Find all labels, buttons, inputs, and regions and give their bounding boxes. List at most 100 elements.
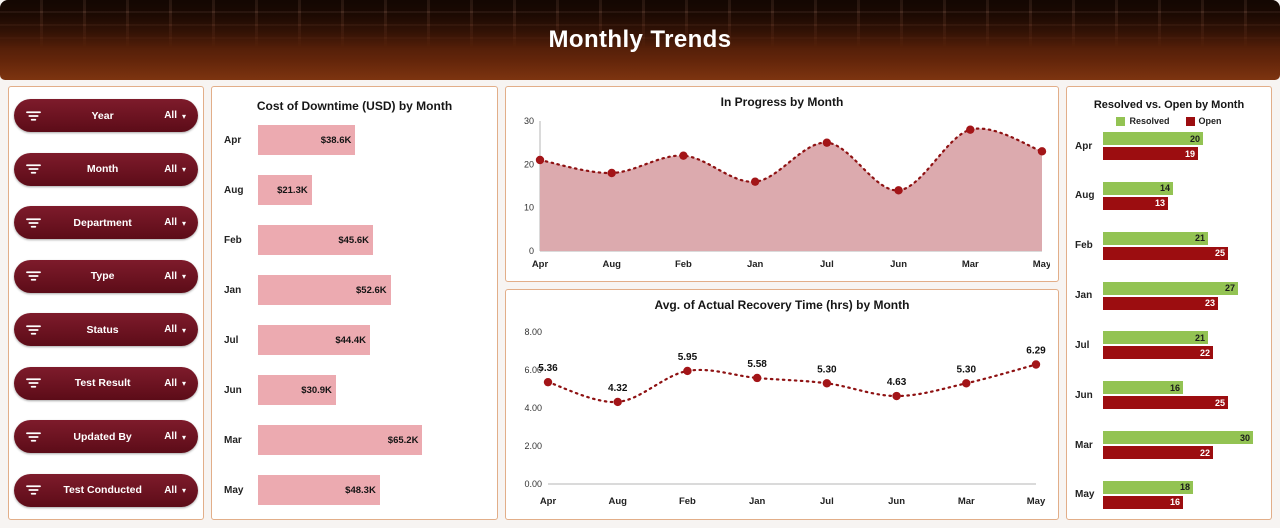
category-label: Mar: [224, 434, 242, 446]
open-bar-may[interactable]: 16: [1103, 495, 1183, 509]
cost-downtime-chart: Apr $38.6K Aug $21.3K Feb $45.6K Jan $52.6K Jul $…: [224, 115, 485, 509]
cost-bar-may[interactable]: $48.3K: [258, 475, 380, 505]
category-label: Apr: [224, 134, 242, 146]
resolved-bar-feb[interactable]: 21: [1103, 231, 1208, 245]
resolved-bar-apr[interactable]: 20: [1103, 132, 1203, 145]
chevron-down-icon: ▾: [181, 486, 186, 496]
cost-bar-apr[interactable]: $38.6K: [258, 125, 356, 155]
cost-bar-jul[interactable]: $44.4K: [258, 325, 370, 355]
data-point-jan[interactable]: [752, 373, 762, 383]
legend-item-resolved[interactable]: Resolved: [1116, 116, 1170, 126]
filter-pill-year[interactable]: Year All ▾: [14, 99, 198, 132]
group-row-jul: Jul 21 22: [1075, 331, 1263, 360]
cost-bar-mar[interactable]: $65.2K: [258, 425, 423, 455]
data-point-feb[interactable]: [679, 151, 688, 160]
open-bar-aug[interactable]: 13: [1103, 196, 1168, 210]
filter-pill-department[interactable]: Department All ▾: [14, 206, 198, 240]
data-point-jul[interactable]: [822, 379, 832, 388]
bar-value-label: 22: [1199, 347, 1210, 358]
filter-selected-value: All: [164, 484, 177, 496]
cost-bar-feb[interactable]: $45.6K: [258, 225, 373, 255]
data-point-jan[interactable]: [750, 177, 760, 186]
bar-value-label: 25: [1214, 397, 1225, 408]
x-tick-label: Aug: [602, 259, 621, 270]
data-point-label: 5.58: [747, 359, 767, 370]
y-tick-label: 6.00: [524, 365, 542, 375]
y-tick-label: 10: [524, 203, 534, 213]
trend-line: [546, 363, 1038, 404]
filter-pill-updated-by[interactable]: Updated By All ▾: [14, 420, 198, 454]
filter-pill-test-conducted[interactable]: Test Conducted All ▾: [14, 473, 198, 507]
data-point-aug[interactable]: [613, 397, 622, 407]
data-point-jun[interactable]: [892, 391, 901, 401]
x-tick-label: Jun: [890, 259, 907, 270]
data-point-jul[interactable]: [822, 138, 832, 147]
legend: Resolved Open: [1075, 116, 1263, 126]
open-bar-apr[interactable]: 19: [1103, 147, 1198, 160]
resolved-bar-aug[interactable]: 14: [1103, 181, 1173, 195]
resolved-bar-jan[interactable]: 27: [1103, 281, 1238, 295]
filter-pill-month[interactable]: Month All ▾: [14, 152, 198, 186]
filter-pill-status[interactable]: Status All ▾: [14, 313, 198, 347]
filter-pill-type[interactable]: Type All ▾: [14, 259, 198, 293]
filter-pill-test-result[interactable]: Test Result All ▾: [14, 366, 198, 400]
chevron-down-icon: ▾: [181, 165, 186, 175]
bar-track: $30.9K: [258, 375, 485, 405]
open-bar-jun[interactable]: 25: [1103, 396, 1228, 410]
resolved-bar-jun[interactable]: 16: [1103, 381, 1183, 395]
bar-value-label: 16: [1169, 382, 1180, 393]
cost-bar-aug[interactable]: $21.3K: [258, 175, 312, 205]
data-point-apr[interactable]: [543, 377, 553, 387]
chevron-down-icon: ▾: [181, 111, 186, 121]
group-row-apr: Apr 20 19: [1075, 132, 1263, 160]
open-bar-jan[interactable]: 23: [1103, 296, 1218, 310]
x-tick-label: May: [1033, 259, 1050, 270]
legend-item-open[interactable]: Open: [1185, 116, 1222, 126]
data-point-mar[interactable]: [966, 125, 975, 134]
filter-selected-value: All: [164, 324, 177, 336]
data-point-label: 4.63: [887, 377, 907, 388]
bar-value-label: $21.3K: [277, 184, 308, 196]
filter-label: Month: [86, 163, 119, 176]
filter-label: Test Conducted: [63, 484, 142, 497]
y-tick-label: 0.00: [524, 479, 542, 489]
category-label: Jul: [1075, 339, 1090, 351]
x-tick-label: Apr: [540, 496, 557, 507]
resolved-bar-jul[interactable]: 21: [1103, 331, 1208, 345]
data-point-feb[interactable]: [683, 366, 692, 376]
cost-bar-jun[interactable]: $30.9K: [258, 375, 336, 405]
group-row-jan: Jan 27 23: [1075, 281, 1263, 310]
category-label: May: [1075, 489, 1095, 501]
bar-value-label: $52.6K: [356, 284, 387, 296]
bar-row-jun: Jun $30.9K: [224, 375, 485, 405]
open-bar-feb[interactable]: 25: [1103, 246, 1228, 260]
resolved-bar-may[interactable]: 18: [1103, 480, 1193, 494]
resolved-bar-mar[interactable]: 30: [1103, 431, 1253, 445]
bar-value-label: $38.6K: [320, 134, 352, 146]
in-progress-chart: 0 10 20 30 Apr Aug Feb Jan Jul Jun Mar May: [514, 111, 1050, 273]
open-bar-jul[interactable]: 22: [1103, 346, 1213, 360]
data-point-apr[interactable]: [535, 155, 545, 165]
data-point-may[interactable]: [1037, 147, 1047, 156]
recovery-time-panel: Avg. of Actual Recovery Time (hrs) by Mo…: [505, 289, 1059, 520]
filter-icon: [26, 432, 41, 442]
filter-label: Department: [73, 216, 132, 229]
data-point-mar[interactable]: [962, 379, 971, 388]
data-point-aug[interactable]: [607, 168, 616, 178]
data-point-may[interactable]: [1031, 360, 1041, 369]
open-bar-mar[interactable]: 22: [1103, 446, 1213, 460]
bar-value-label: 27: [1224, 283, 1235, 294]
filter-label: Year: [91, 109, 114, 122]
bar-value-label: 22: [1199, 447, 1210, 458]
page-title: Monthly Trends: [548, 26, 732, 53]
y-tick-label: 20: [524, 159, 534, 169]
data-point-jun[interactable]: [894, 186, 903, 195]
x-tick-label: Jan: [747, 259, 764, 270]
group-row-feb: Feb 21 25: [1075, 231, 1263, 260]
category-label: Aug: [224, 184, 244, 196]
bar-value-label: 23: [1204, 298, 1215, 309]
data-point-label: 5.36: [538, 363, 558, 374]
cost-bar-jan[interactable]: $52.6K: [258, 275, 391, 305]
filter-selected-value: All: [164, 110, 177, 121]
resolved-open-panel: Resolved vs. Open by Month Resolved Open …: [1066, 86, 1272, 520]
